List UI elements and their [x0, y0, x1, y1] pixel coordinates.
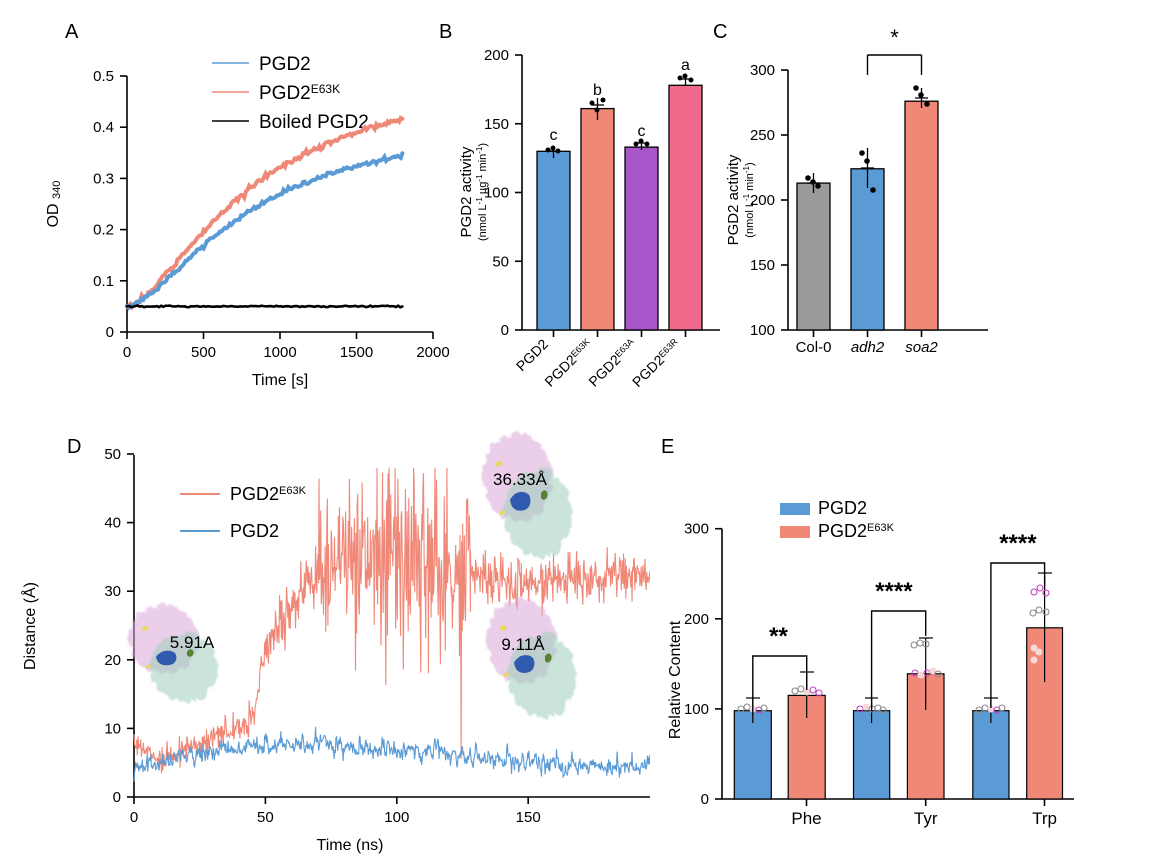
svg-text:0: 0	[113, 789, 121, 806]
svg-text:c: c	[550, 127, 558, 144]
svg-text:D: D	[67, 436, 81, 458]
svg-text:(nmol L-1 µg-1 min-1): (nmol L-1 µg-1 min-1)	[475, 143, 489, 241]
svg-text:200: 200	[484, 47, 509, 64]
svg-text:Time [s]: Time [s]	[252, 372, 308, 389]
svg-text:PGD2E63K: PGD2E63K	[818, 521, 895, 541]
svg-text:50: 50	[104, 446, 121, 463]
svg-text:PGD2E63K: PGD2E63K	[541, 336, 595, 390]
svg-text:36.33Å: 36.33Å	[493, 470, 548, 489]
svg-text:0.2: 0.2	[93, 222, 114, 239]
svg-text:50: 50	[492, 253, 509, 270]
svg-text:adh2: adh2	[851, 339, 885, 356]
svg-text:PGD2: PGD2	[259, 54, 311, 75]
svg-text:150: 150	[516, 809, 541, 826]
svg-text:250: 250	[750, 127, 775, 144]
svg-text:50: 50	[257, 809, 274, 826]
svg-text:E: E	[661, 436, 674, 458]
svg-text:a: a	[681, 57, 690, 74]
svg-text:100: 100	[384, 809, 409, 826]
svg-text:0: 0	[501, 322, 509, 339]
svg-text:****: ****	[999, 530, 1037, 557]
svg-text:300: 300	[684, 521, 709, 538]
svg-text:Trp: Trp	[1032, 809, 1057, 828]
svg-text:Tyr: Tyr	[914, 809, 938, 828]
svg-text:0.5: 0.5	[93, 68, 114, 85]
svg-text:**: **	[769, 623, 788, 650]
svg-text:0: 0	[130, 809, 138, 826]
svg-text:10: 10	[104, 720, 121, 737]
svg-text:Time (ns): Time (ns)	[317, 837, 384, 854]
svg-text:20: 20	[104, 652, 121, 669]
svg-text:b: b	[593, 82, 602, 99]
svg-text:C: C	[713, 21, 727, 43]
svg-text:soa2: soa2	[905, 339, 938, 356]
svg-text:B: B	[439, 21, 452, 43]
svg-text:PGD2E63K: PGD2E63K	[259, 82, 340, 104]
svg-text:200: 200	[684, 611, 709, 628]
svg-text:Boiled PGD2: Boiled PGD2	[259, 112, 369, 133]
svg-text:PGD2: PGD2	[818, 498, 867, 518]
svg-text:PGD2E63K: PGD2E63K	[230, 484, 307, 504]
svg-text:****: ****	[875, 578, 913, 605]
svg-text:PGD2E63R: PGD2E63R	[629, 335, 684, 390]
svg-text:100: 100	[684, 701, 709, 718]
svg-text:300: 300	[750, 62, 775, 79]
svg-text:OD 340: OD 340	[45, 181, 63, 228]
svg-text:c: c	[638, 123, 646, 140]
svg-text:*: *	[890, 25, 899, 50]
svg-text:0.4: 0.4	[93, 119, 114, 136]
svg-text:5.91A: 5.91A	[170, 633, 215, 652]
svg-text:PGD2 activity: PGD2 activity	[725, 154, 742, 245]
svg-text:PGD2: PGD2	[230, 521, 279, 541]
svg-text:Phe: Phe	[791, 809, 821, 828]
svg-text:150: 150	[750, 257, 775, 274]
svg-text:0: 0	[106, 324, 114, 341]
svg-text:30: 30	[104, 583, 121, 600]
svg-text:Col-0: Col-0	[796, 339, 832, 356]
svg-text:Distance (Å): Distance (Å)	[20, 582, 39, 670]
svg-text:0: 0	[701, 791, 709, 808]
svg-text:Relative Content: Relative Content	[667, 620, 684, 739]
svg-text:0.1: 0.1	[93, 273, 114, 290]
svg-text:1500: 1500	[340, 344, 373, 361]
svg-text:1000: 1000	[263, 344, 296, 361]
svg-text:A: A	[65, 21, 79, 43]
svg-text:9.11Å: 9.11Å	[501, 635, 545, 654]
svg-text:500: 500	[191, 344, 216, 361]
svg-text:0: 0	[123, 344, 131, 361]
svg-text:150: 150	[484, 116, 509, 133]
svg-text:0.3: 0.3	[93, 170, 114, 187]
svg-text:100: 100	[750, 322, 775, 339]
svg-text:40: 40	[104, 515, 121, 532]
svg-text:PGD2: PGD2	[513, 336, 551, 374]
svg-text:PGD2 activity: PGD2 activity	[458, 146, 475, 237]
